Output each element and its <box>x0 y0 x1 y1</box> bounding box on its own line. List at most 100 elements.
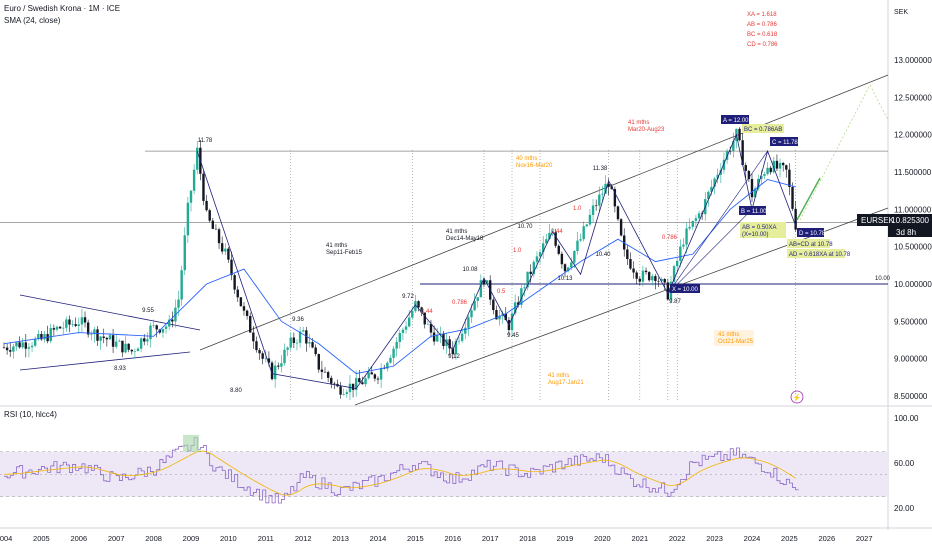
candle-body <box>267 358 271 363</box>
candle-body <box>339 386 342 395</box>
candle-body <box>457 340 461 342</box>
candle-body <box>532 261 536 275</box>
label-right-1000: 10.00 <box>875 276 891 282</box>
candle-body <box>766 167 769 175</box>
candle-body <box>744 165 747 171</box>
candle-body <box>392 348 395 358</box>
candle-body <box>585 224 589 227</box>
candle-body <box>52 328 56 330</box>
candle-body <box>404 326 408 330</box>
candle-body <box>71 324 74 325</box>
candle-body <box>236 289 239 298</box>
candle-body <box>345 392 349 394</box>
candle-body <box>351 383 355 390</box>
candle-body <box>93 329 96 335</box>
candle-body <box>12 346 15 352</box>
candle-body <box>570 262 573 268</box>
candle-body <box>460 333 464 341</box>
candle-body <box>342 393 345 395</box>
time-tick-label: 2013 <box>332 534 349 543</box>
candle-body <box>685 228 688 245</box>
time-tick-label: 2023 <box>706 534 723 543</box>
candle-body <box>326 372 330 378</box>
tag-B-bg <box>739 206 766 215</box>
label-low-2007: 8.93 <box>114 366 126 372</box>
candle-body <box>741 140 744 166</box>
time-tick-label: 2010 <box>220 534 237 543</box>
candle-body <box>167 319 171 327</box>
candle-body <box>436 334 439 342</box>
time-tick-label: 2021 <box>631 534 648 543</box>
candle-body <box>666 282 670 300</box>
candle-body <box>473 300 476 311</box>
time-tick-label: 2018 <box>519 534 536 543</box>
candle-body <box>90 334 93 335</box>
candle-body <box>604 183 607 194</box>
candle-body <box>30 345 34 348</box>
candle-body <box>517 302 520 305</box>
candle-body <box>227 248 230 260</box>
label-peak-2016: 10.08 <box>462 267 478 273</box>
price-tick-label: 10.500000 <box>894 243 932 252</box>
tag-B: B = 11.00 <box>741 209 767 215</box>
candle-body <box>83 317 87 323</box>
candle-body <box>545 239 548 244</box>
candle-body <box>654 276 657 281</box>
candle-body <box>541 243 545 253</box>
time-tick-label: 2020 <box>594 534 611 543</box>
candle-body <box>510 313 514 331</box>
candle-body <box>217 229 221 244</box>
candle-body <box>37 334 40 339</box>
candle-body <box>464 327 467 334</box>
candle-body <box>21 342 24 348</box>
candle-body <box>395 341 398 349</box>
candle-body <box>607 183 610 187</box>
cycle-nov16: 40 mths Nov16-Mar20 <box>516 156 553 169</box>
candle-body <box>501 313 504 316</box>
label-peak-2009: 11.78 <box>198 138 213 144</box>
time-tick-label: 2015 <box>407 534 424 543</box>
candle-body <box>74 324 77 326</box>
cycle-dec14: 41 mths Dec14-May18 <box>446 229 484 242</box>
rsi-tick-label: 100.00 <box>894 414 919 423</box>
candle-body <box>710 186 713 192</box>
tag-AD-bg <box>787 249 845 258</box>
candle-body <box>164 326 168 329</box>
price-tick-label: 13.000000 <box>894 56 932 65</box>
candle-body <box>105 337 109 340</box>
candle-body <box>791 187 794 209</box>
rsi-overbought-highlight <box>183 434 199 452</box>
candle-body <box>788 169 791 188</box>
price-tick-label: 9.000000 <box>894 355 928 364</box>
candle-body <box>379 367 383 380</box>
rsi-legend: RSI (10, hlcc4) <box>4 410 57 419</box>
candle-body <box>186 202 190 236</box>
candle-body <box>273 365 277 380</box>
candle-body <box>629 258 632 269</box>
label-low-2011: 8.80 <box>230 388 242 394</box>
candle-body <box>367 372 370 379</box>
candle-body <box>121 340 124 353</box>
candle-body <box>171 319 174 322</box>
candle-body <box>760 175 763 179</box>
cycle-oct21: 41 mths Oct21-Mar25 <box>718 332 754 345</box>
candle-body <box>277 365 280 367</box>
candle-body <box>523 287 526 289</box>
price-tick-label: 8.500000 <box>894 392 928 401</box>
candle-body <box>573 251 576 263</box>
candle-body <box>753 188 757 198</box>
candle-body <box>202 173 205 201</box>
candle-body <box>454 341 458 355</box>
candle-body <box>24 342 28 349</box>
candle-body <box>333 383 336 385</box>
candle-body <box>58 326 62 329</box>
fib-044-b: 0.44 <box>551 229 563 235</box>
candle-body <box>529 271 532 275</box>
candle-body <box>205 200 208 211</box>
candle-body <box>719 169 723 175</box>
candle-body <box>772 160 776 173</box>
candle-body <box>211 220 215 229</box>
tag-AB-bg <box>740 222 786 238</box>
candle-body <box>619 219 623 236</box>
